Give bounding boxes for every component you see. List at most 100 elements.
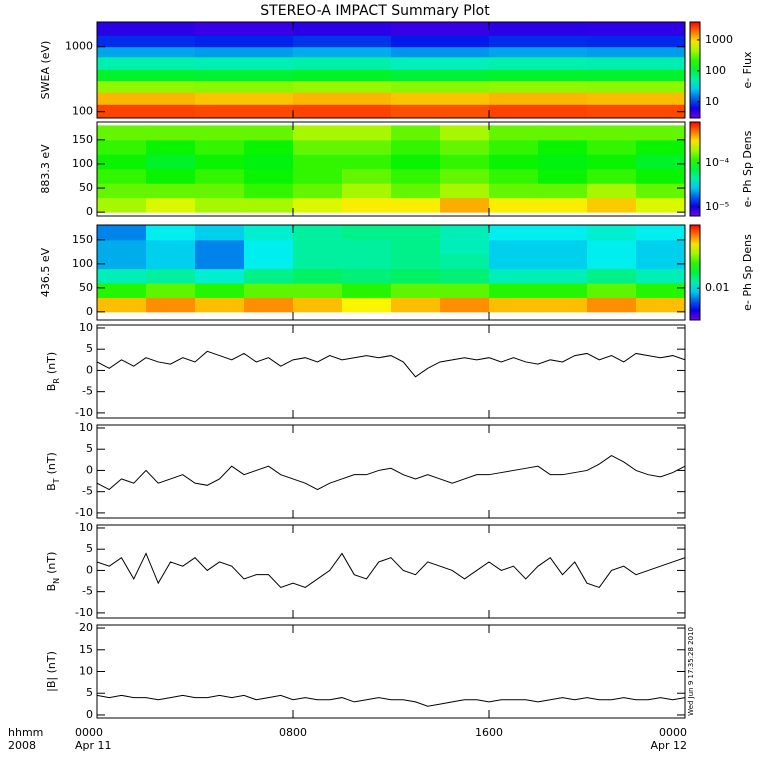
heatmap-cell — [195, 104, 294, 118]
heatmap-cell — [391, 46, 490, 58]
heatmap-cell — [489, 22, 588, 36]
heatmap-cell — [293, 283, 343, 298]
plot-title: STEREO-A IMPACT Summary Plot — [260, 3, 490, 19]
heatmap-cell — [440, 268, 490, 284]
heatmap-cell — [538, 254, 588, 270]
plot-area — [97, 350, 685, 378]
y-axis-label: BT (nT) — [45, 452, 61, 491]
heatmap-cell — [293, 46, 392, 58]
heatmap-cell — [538, 297, 588, 313]
heatmap-cell — [489, 225, 539, 241]
heatmap-cell — [146, 239, 196, 255]
heatmap-cell — [97, 92, 196, 105]
heatmap-cell — [97, 35, 196, 48]
y-label-sub: R — [52, 378, 61, 384]
y-tick-label: 0 — [86, 363, 93, 376]
heatmap-cell — [587, 92, 685, 105]
date-label: Apr 11 — [75, 739, 112, 752]
data-line — [97, 350, 685, 378]
heatmap-cell — [489, 183, 539, 199]
y-tick-label: 10 — [79, 665, 93, 678]
heatmap-cell — [489, 239, 539, 255]
heatmap-cell — [587, 197, 637, 213]
data-line — [97, 552, 685, 589]
heatmap-cell — [195, 283, 245, 298]
date-label: Apr 12 — [650, 739, 687, 752]
x-axis-label: 2008 — [8, 739, 36, 752]
heatmap-cell — [195, 197, 245, 213]
y-label-main: B — [45, 483, 58, 491]
heatmap-cell — [636, 197, 685, 213]
y-tick-label: 10 — [79, 421, 93, 434]
y-label-sub: T — [52, 478, 61, 484]
heatmap-cell — [440, 154, 490, 170]
heatmap-cell — [489, 139, 539, 155]
heatmap-cell — [391, 197, 441, 213]
colorbar-tick-label: 10 — [705, 95, 719, 108]
heatmap-cell — [587, 183, 637, 199]
heatmap-cell — [587, 104, 685, 118]
heatmap-cell — [342, 225, 392, 241]
heatmap-cell — [391, 254, 441, 270]
heatmap-cell — [391, 69, 490, 82]
heatmap-cell — [587, 268, 637, 284]
heatmap-cell — [293, 183, 343, 199]
heatmap-cell — [391, 35, 490, 48]
heatmap-cell — [342, 239, 392, 255]
heatmap-cell — [195, 125, 245, 141]
heatmap-cell — [244, 139, 294, 155]
heatmap-cell — [538, 197, 588, 213]
heatmap-cell — [293, 239, 343, 255]
x-tick-label: 1600 — [475, 726, 503, 739]
panel-frame — [96, 224, 686, 321]
heatmap-cell — [342, 125, 392, 141]
y-label-unit: (nT) — [45, 352, 58, 374]
colorbar-label: e- Flux — [741, 51, 754, 89]
colorbar-tick-label: 10⁻⁴ — [705, 156, 730, 169]
heatmap-cell — [587, 297, 637, 313]
heatmap-cell — [636, 239, 685, 255]
y-tick-label: 100 — [72, 157, 93, 170]
heatmap-cell — [97, 183, 147, 199]
heatmap-cell — [195, 69, 294, 82]
heatmap-cell — [587, 46, 685, 58]
y-tick-label: 0 — [86, 563, 93, 576]
heatmap-cell — [440, 239, 490, 255]
heatmap-cell — [146, 225, 196, 241]
heatmap-cell — [538, 183, 588, 199]
heatmap-cell — [538, 239, 588, 255]
heatmap-cell — [342, 154, 392, 170]
heatmap-cell — [146, 154, 196, 170]
heatmap-cell — [440, 254, 490, 270]
heatmap-cell — [636, 268, 685, 284]
heatmap-cell — [195, 22, 294, 36]
heatmap-cell — [636, 225, 685, 241]
heatmap-cell — [195, 297, 245, 313]
panel-frame — [96, 21, 686, 119]
y-tick-label: 15 — [79, 643, 93, 656]
y-tick-label: 150 — [72, 233, 93, 246]
heatmap-cell — [293, 168, 343, 184]
y-axis-label: |B| (nT) — [45, 651, 58, 692]
heatmap-cell — [440, 168, 490, 184]
y-tick-label: 0 — [86, 305, 93, 318]
y-tick-label: 20 — [79, 621, 93, 634]
heatmap-cell — [293, 69, 392, 82]
heatmap-cell — [391, 139, 441, 155]
heatmap-cell — [97, 254, 147, 270]
heatmap-cell — [440, 197, 490, 213]
heatmap-cell — [489, 254, 539, 270]
y-tick-label: 0 — [86, 205, 93, 218]
colorbar — [690, 225, 700, 320]
colorbar-frame — [689, 224, 701, 321]
heatmap-cell — [97, 125, 147, 141]
heatmap-cell — [587, 254, 637, 270]
heatmap-cell — [97, 46, 196, 58]
heatmap-cell — [391, 283, 441, 298]
heatmap-cell — [293, 125, 343, 141]
heatmap-cell — [146, 183, 196, 199]
heatmap-cell — [195, 46, 294, 58]
heatmap-cell — [636, 168, 685, 184]
heatmap-cell — [587, 283, 637, 298]
colorbar-tick-label: 1000 — [705, 33, 733, 46]
